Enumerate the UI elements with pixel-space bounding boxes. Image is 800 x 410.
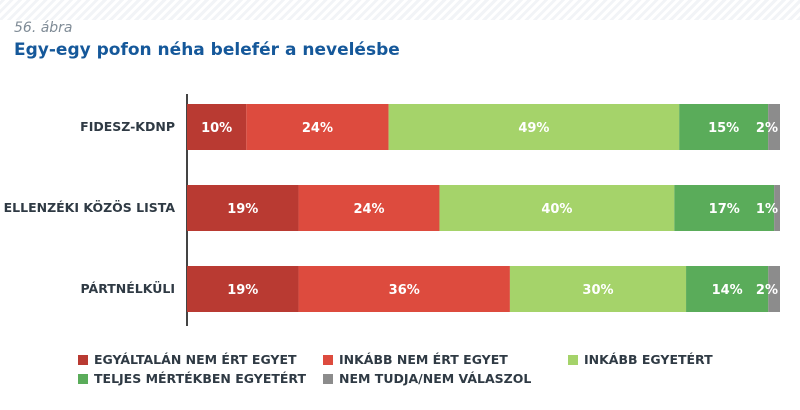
bar-segment	[679, 104, 769, 150]
data-label: 19%	[227, 283, 258, 298]
data-label: 15%	[708, 121, 739, 136]
bar-segment	[674, 185, 775, 231]
data-label: 1%	[756, 202, 778, 217]
bar-segment	[298, 185, 440, 231]
bar-segment	[774, 185, 780, 231]
data-label: 30%	[582, 283, 613, 298]
bar-segment	[298, 266, 510, 312]
data-label: 2%	[756, 283, 778, 298]
category-label: FIDESZ-KDNP	[80, 119, 175, 134]
chart-legend: EGYÁLTALÁN NEM ÉRT EGYET INKÁBB NEM ÉRT E…	[78, 352, 778, 386]
data-label: 36%	[389, 283, 420, 298]
legend-item: NEM TUDJA/NEM VÁLASZOL	[323, 371, 568, 386]
legend-label: NEM TUDJA/NEM VÁLASZOL	[339, 371, 532, 386]
legend-swatch	[78, 354, 88, 365]
data-label: 10%	[201, 121, 232, 136]
legend-swatch	[78, 373, 88, 384]
bar-segment	[246, 104, 389, 150]
legend-swatch	[568, 354, 578, 365]
legend-item: EGYÁLTALÁN NEM ÉRT EGYET	[78, 352, 323, 367]
data-label: 40%	[541, 202, 572, 217]
legend-swatch	[323, 354, 333, 365]
legend-swatch	[323, 373, 333, 384]
legend-item: INKÁBB NEM ÉRT EGYET	[323, 352, 568, 367]
data-label: 17%	[709, 202, 740, 217]
bar-segment	[187, 266, 299, 312]
data-label: 24%	[302, 121, 333, 136]
chart-title: Egy-egy pofon néha belefér a nevelésbe	[14, 40, 400, 60]
data-label: 19%	[227, 202, 258, 217]
data-label: 49%	[518, 121, 549, 136]
bar-segment	[187, 104, 247, 150]
legend-item: TELJES MÉRTÉKBEN EGYETÉRT	[78, 371, 323, 386]
data-label: 24%	[353, 202, 384, 217]
bar-segment	[509, 266, 687, 312]
data-label: 14%	[712, 283, 743, 298]
bar-segment	[388, 104, 680, 150]
bar-segment	[187, 185, 299, 231]
category-label: ELLENZÉKI KÖZÖS LISTA	[4, 200, 176, 215]
bar-segment	[768, 266, 780, 312]
category-label: PÁRTNÉLKÜLI	[81, 281, 175, 296]
legend-label: INKÁBB EGYETÉRT	[584, 352, 713, 367]
legend-item: INKÁBB EGYETÉRT	[568, 352, 778, 367]
legend-label: INKÁBB NEM ÉRT EGYET	[339, 352, 508, 367]
header-stripe	[0, 0, 800, 20]
bar-segment	[686, 266, 769, 312]
legend-label: EGYÁLTALÁN NEM ÉRT EGYET	[94, 352, 297, 367]
bar-segment	[768, 104, 780, 150]
bar-segment	[439, 185, 675, 231]
figure-label: 56. ábra	[14, 20, 73, 36]
legend-label: TELJES MÉRTÉKBEN EGYETÉRT	[94, 371, 307, 386]
data-label: 2%	[756, 121, 778, 136]
